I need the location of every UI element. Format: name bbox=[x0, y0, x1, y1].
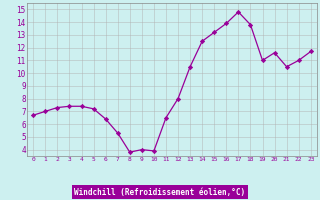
Text: Windchill (Refroidissement éolien,°C): Windchill (Refroidissement éolien,°C) bbox=[75, 188, 245, 196]
